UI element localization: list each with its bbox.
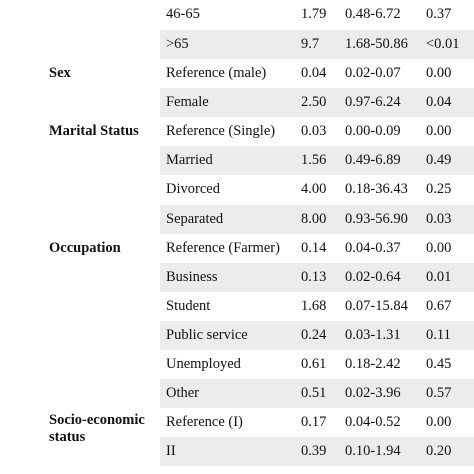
category-cell: Other (160, 379, 298, 409)
category-cell: Divorced (166, 181, 220, 198)
odds-ratio-cell: 9.7 (298, 30, 341, 60)
odds-ratio-cell: 0.24 (298, 320, 341, 351)
p-value-cell: 0.00 (426, 414, 452, 431)
odds-ratio-cell: 0.51 (298, 379, 341, 409)
p-value-cell: 0.00 (426, 239, 452, 256)
confidence-interval-cell: 0.93-56.90 (341, 204, 422, 234)
table-row: Female 2.50 0.97-6.24 0.04 (0, 88, 474, 118)
p-value-cell: 0.20 (422, 437, 474, 467)
variable-cell (0, 0, 160, 30)
category-cell: Reference (male) (166, 65, 267, 82)
odds-ratio-cell: 0.14 (301, 239, 327, 256)
category-cell: Female (160, 88, 298, 118)
table-row: 46-65 1.79 0.48-6.72 0.37 (0, 0, 474, 30)
p-value-cell: 0.01 (422, 262, 474, 292)
category-cell: >65 (160, 30, 298, 60)
p-value-cell: 0.37 (426, 6, 452, 22)
odds-ratio-cell: 0.03 (301, 123, 327, 140)
variable-cell: Marital Status (49, 123, 139, 140)
variable-cell (0, 263, 160, 292)
variable-cell: Socio-economic status (49, 412, 145, 446)
odds-ratio-cell: 4.00 (301, 181, 327, 198)
category-cell: Business (160, 262, 298, 292)
table-row: Business 0.13 0.02-0.64 0.01 (0, 262, 474, 292)
table-row: Divorced 4.00 0.18-36.43 0.25 (0, 175, 474, 204)
p-value-cell: 0.57 (422, 379, 474, 409)
variable-cell (0, 30, 160, 59)
table-row: >65 9.7 1.68-50.86 <0.01 (0, 30, 474, 60)
confidence-interval-cell: 0.18-2.42 (345, 356, 401, 373)
odds-ratio-cell: 2.50 (298, 88, 341, 118)
confidence-interval-cell: 0.00-0.09 (345, 123, 401, 140)
category-cell: Separated (160, 204, 298, 234)
p-value-cell: 0.67 (426, 297, 452, 314)
confidence-interval-cell: 0.18-36.43 (345, 181, 408, 198)
p-value-cell: 0.49 (422, 146, 474, 176)
p-value-cell: 0.00 (426, 123, 452, 140)
variable-cell (0, 146, 160, 175)
variable-cell (0, 88, 160, 117)
confidence-interval-cell: 0.04-0.52 (345, 414, 401, 431)
p-value-cell: 0.45 (426, 356, 452, 373)
category-cell: Unemployed (166, 356, 241, 373)
category-cell: 46-65 (166, 6, 200, 22)
p-value-cell: 0.11 (422, 320, 474, 351)
table-row: Separated 8.00 0.93-56.90 0.03 (0, 204, 474, 234)
odds-ratio-cell: 0.13 (298, 262, 341, 292)
category-cell: II (160, 437, 298, 467)
category-cell: Married (160, 146, 298, 176)
category-cell: Student (166, 297, 211, 314)
category-cell: Reference (I) (166, 414, 243, 431)
variable-cell: Sex (49, 65, 71, 82)
variable-cell (0, 205, 160, 234)
confidence-interval-cell: 0.02-0.64 (341, 262, 422, 292)
variable-cell (0, 175, 160, 204)
p-value-cell: 0.25 (426, 181, 452, 198)
confidence-interval-cell: 0.02-0.07 (345, 65, 401, 82)
table-row: Student 1.68 0.07-15.84 0.67 (0, 292, 474, 321)
odds-ratio-cell: 1.79 (301, 6, 327, 22)
p-value-cell: <0.01 (422, 30, 474, 60)
odds-ratio-cell: 0.17 (301, 414, 327, 431)
confidence-interval-cell: 0.02-3.96 (341, 379, 422, 409)
confidence-interval-cell: 0.10-1.94 (341, 437, 422, 467)
table-row: II 0.39 0.10-1.94 0.20 (0, 437, 474, 467)
confidence-interval-cell: 0.07-15.84 (345, 297, 408, 314)
category-cell: Reference (Farmer) (166, 239, 280, 256)
odds-ratio-cell: 1.68 (301, 297, 327, 314)
variable-cell (0, 379, 160, 408)
variable-cell: Occupation (49, 239, 121, 256)
odds-ratio-cell: 1.56 (298, 146, 341, 176)
confidence-interval-cell: 0.49-6.89 (341, 146, 422, 176)
variable-cell (0, 350, 160, 379)
confidence-interval-cell: 0.03-1.31 (341, 320, 422, 351)
odds-ratio-cell: 8.00 (298, 204, 341, 234)
confidence-interval-cell: 0.48-6.72 (345, 6, 401, 22)
p-value-cell: 0.04 (422, 88, 474, 118)
odds-ratio-cell: 0.61 (301, 356, 327, 373)
odds-ratio-cell: 0.39 (298, 437, 341, 467)
p-value-cell: 0.00 (426, 65, 452, 82)
category-cell: Reference (Single) (166, 123, 276, 140)
category-cell: Public service (160, 320, 298, 351)
confidence-interval-cell: 0.97-6.24 (341, 88, 422, 118)
table-row: Married 1.56 0.49-6.89 0.49 (0, 146, 474, 176)
variable-cell (0, 321, 160, 350)
variable-cell (0, 292, 160, 321)
table-row: Other 0.51 0.02-3.96 0.57 (0, 379, 474, 409)
confidence-interval-cell: 0.04-0.37 (345, 239, 401, 256)
confidence-interval-cell: 1.68-50.86 (341, 30, 422, 60)
table-row: Unemployed 0.61 0.18-2.42 0.45 (0, 350, 474, 379)
odds-ratio-cell: 0.04 (301, 65, 327, 82)
table-row: Public service 0.24 0.03-1.31 0.11 (0, 320, 474, 351)
table-row: Marital Status Reference (Single) 0.03 0… (0, 117, 474, 146)
table-row: Socio-economic status Reference (I) 0.17… (0, 408, 474, 446)
table-row: Occupation Reference (Farmer) 0.14 0.04-… (0, 234, 474, 263)
table-row: Sex Reference (male) 0.04 0.02-0.07 0.00 (0, 59, 474, 88)
p-value-cell: 0.03 (422, 204, 474, 234)
